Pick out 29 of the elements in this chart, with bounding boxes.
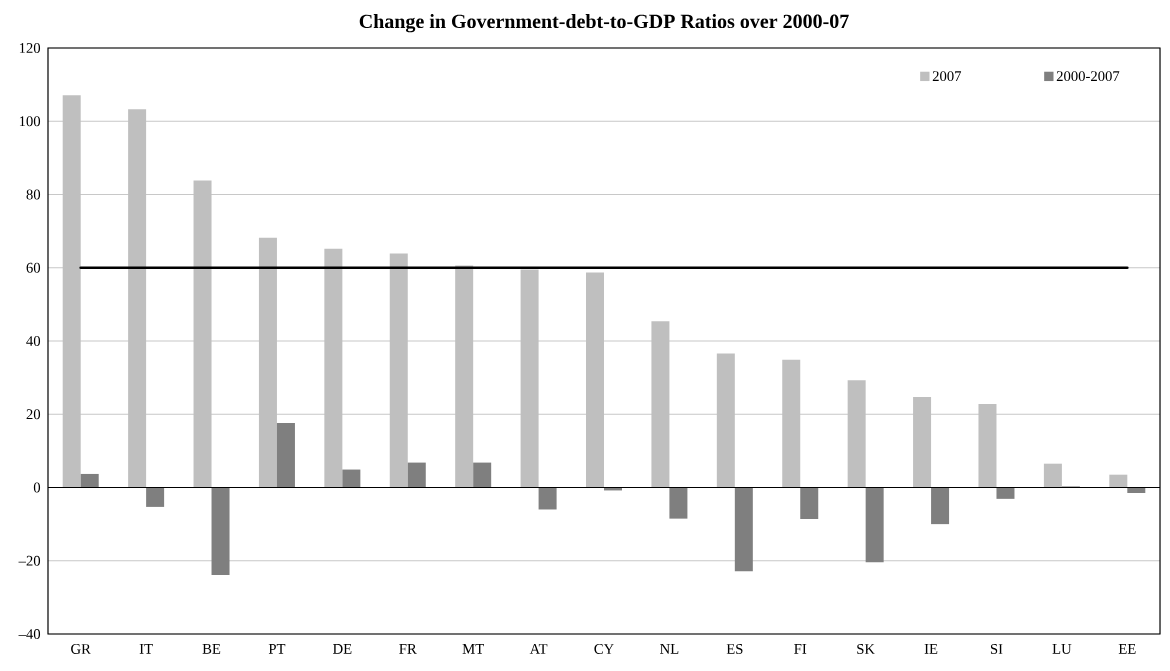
x-tick-label: FI bbox=[794, 644, 807, 654]
y-tick-label: 0 bbox=[33, 482, 41, 493]
x-tick-label: BE bbox=[202, 644, 221, 654]
x-tick-label: LU bbox=[1052, 644, 1072, 654]
x-tick-label: SI bbox=[990, 644, 1003, 654]
y-tick-label: 20 bbox=[26, 409, 41, 420]
chart-title: Change in Government-debt-to-GDP Ratios over 2000-07 bbox=[359, 14, 849, 33]
x-tick-label: IE bbox=[924, 644, 938, 654]
x-tick-label: DE bbox=[333, 644, 352, 654]
x-tick-label: AT bbox=[529, 644, 548, 654]
x-tick-label: EE bbox=[1118, 644, 1136, 654]
y-tick-label: 120 bbox=[19, 43, 41, 53]
x-tick-label: IT bbox=[139, 644, 153, 654]
legend-label: 2007 bbox=[932, 71, 962, 82]
y-tick-label: 80 bbox=[26, 189, 41, 200]
x-tick-label: CY bbox=[594, 644, 614, 654]
x-tick-label: MT bbox=[462, 644, 484, 654]
x-tick-label: FR bbox=[399, 644, 417, 654]
y-tick-label: 100 bbox=[19, 116, 41, 127]
y-tick-label: 60 bbox=[26, 262, 41, 273]
y-tick-label: –40 bbox=[18, 629, 41, 639]
y-tick-label: –20 bbox=[18, 555, 41, 566]
x-tick-label: ES bbox=[726, 644, 743, 654]
y-tick-label: 40 bbox=[26, 336, 41, 346]
x-tick-label: PT bbox=[268, 644, 286, 654]
x-tick-label: GR bbox=[71, 644, 91, 654]
x-tick-label: SK bbox=[857, 644, 875, 654]
legend-label: 2000-2007 bbox=[1056, 71, 1120, 82]
x-tick-label: NL bbox=[660, 644, 679, 654]
